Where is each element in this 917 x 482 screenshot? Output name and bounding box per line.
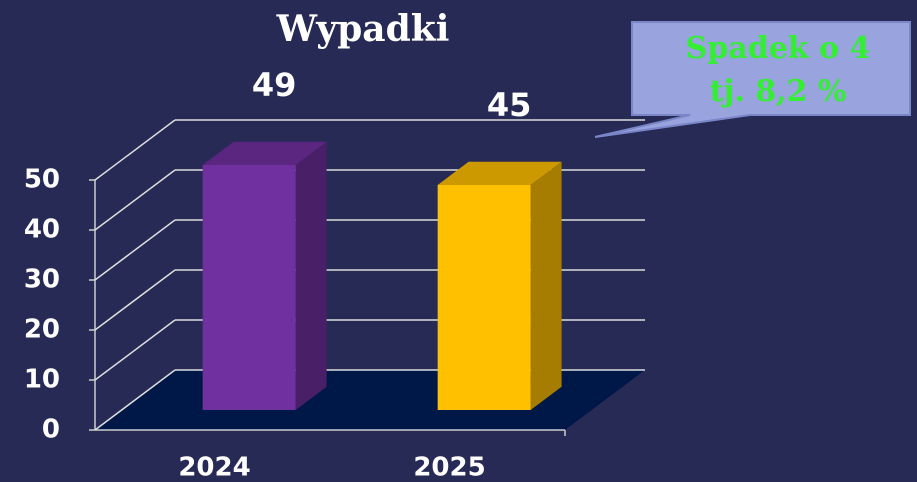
y-tick-label: 30 — [24, 265, 60, 295]
bar — [202, 165, 296, 410]
grid-line — [94, 319, 176, 381]
value-label: 49 — [252, 66, 297, 104]
y-tick-label: 50 — [24, 165, 60, 195]
callout-box — [594, 21, 911, 138]
bar-top — [202, 141, 327, 165]
y-tick-label: 20 — [24, 315, 60, 345]
callout-text: tj. 8,2 % — [710, 74, 847, 109]
y-tick-label: 40 — [24, 215, 60, 245]
y-tick-label: 10 — [24, 365, 60, 395]
grid-line — [94, 369, 176, 431]
floor — [95, 370, 645, 430]
grid-line — [94, 169, 176, 231]
x-tick-label: 2025 — [413, 453, 485, 482]
callout: Spadek o 4 tj. 8,2 % — [594, 21, 911, 138]
grid-line — [94, 219, 176, 281]
value-label: 45 — [487, 86, 532, 124]
bar-side — [530, 161, 562, 410]
x-tick-label: 2024 — [178, 453, 250, 482]
y-tick-label: 0 — [42, 415, 60, 445]
grid-line — [94, 269, 176, 331]
grid-line — [94, 119, 176, 181]
bar — [437, 185, 531, 410]
bar-side — [295, 141, 327, 411]
callout-text: Spadek o 4 — [686, 31, 871, 66]
bar-top — [437, 161, 562, 185]
chart-title: Wypadki — [276, 8, 450, 50]
